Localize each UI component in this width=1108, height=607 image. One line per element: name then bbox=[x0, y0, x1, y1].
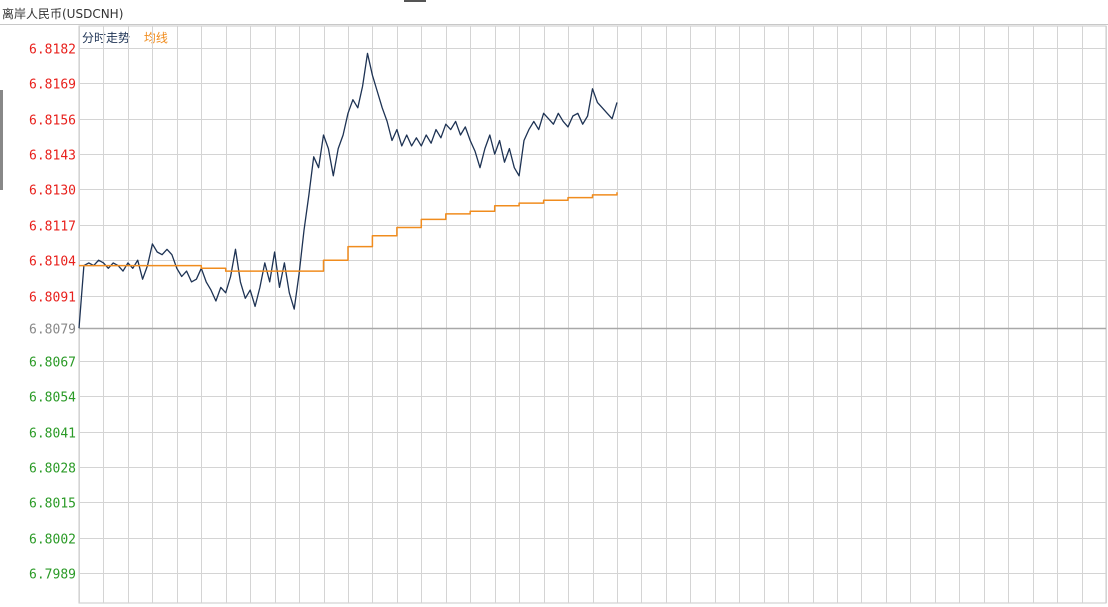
y-tick-label: 6.8067 bbox=[29, 356, 76, 371]
chart-grid bbox=[78, 25, 1107, 604]
series-average-line bbox=[79, 192, 618, 272]
y-tick-label: 6.8130 bbox=[29, 184, 76, 199]
y-tick-label: 6.8002 bbox=[29, 533, 76, 548]
y-tick-label: 6.8028 bbox=[29, 462, 76, 477]
series-price-line bbox=[78, 52, 618, 329]
y-tick-label: 6.8079 bbox=[29, 323, 76, 338]
instrument-title: 离岸人民币(USDCNH) bbox=[2, 7, 124, 21]
drag-handle[interactable] bbox=[404, 0, 426, 2]
y-tick-label: 6.8091 bbox=[29, 291, 76, 306]
legend-average-label: 均线 bbox=[143, 31, 168, 45]
price-axis: 6.8182 6.8169 6.8156 6.8143 6.8130 6.8117 6.81… bbox=[29, 43, 76, 583]
chart-legend: 分时走势 均线 bbox=[82, 29, 168, 46]
y-tick-label: 6.8169 bbox=[29, 78, 76, 93]
y-tick-label: 6.8041 bbox=[29, 427, 76, 442]
chart-series bbox=[78, 52, 618, 329]
left-scrollbar[interactable] bbox=[0, 90, 3, 190]
plot-frame bbox=[78, 25, 1107, 604]
y-tick-label: 6.8117 bbox=[29, 220, 76, 235]
chart-header: 离岸人民币(USDCNH) bbox=[0, 0, 1108, 25]
y-tick-label: 6.8054 bbox=[29, 391, 76, 406]
y-tick-label: 6.8143 bbox=[29, 149, 76, 164]
y-tick-label: 6.8104 bbox=[29, 255, 76, 270]
legend-price-label: 分时走势 bbox=[82, 31, 131, 45]
y-tick-label: 6.7989 bbox=[29, 568, 76, 583]
y-tick-label: 6.8015 bbox=[29, 497, 76, 512]
y-tick-label: 6.8156 bbox=[29, 114, 76, 129]
y-tick-label: 6.8182 bbox=[29, 43, 76, 58]
